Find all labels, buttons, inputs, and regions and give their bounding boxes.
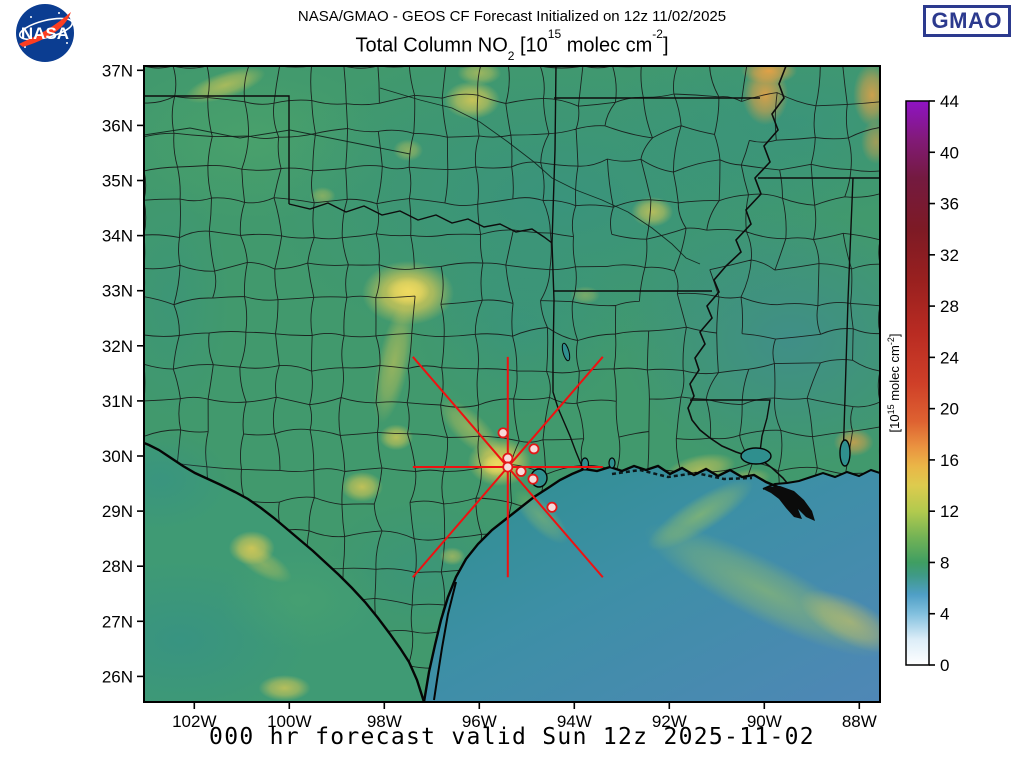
svg-text:40: 40 (940, 143, 959, 162)
svg-text:8: 8 (940, 553, 949, 572)
svg-text:4: 4 (940, 605, 949, 624)
coastlines (144, 342, 880, 702)
station-marker (546, 501, 558, 513)
sabine-lake (580, 457, 590, 471)
svg-text:102W: 102W (172, 712, 216, 731)
rio-grande-border (144, 441, 426, 702)
longitude-axis: 102W 100W 98W 96W 94W 92W 90W 88W (172, 702, 877, 731)
marsh-coast (611, 468, 753, 481)
svg-text:92W: 92W (652, 712, 687, 731)
analysis-overlay (412, 356, 604, 578)
svg-text:16: 16 (940, 451, 959, 470)
plot-title: Total Column NO2 [1015 molec cm-2] (355, 27, 669, 63)
calcasieu-lake (608, 457, 616, 469)
svg-text:35N: 35N (102, 172, 133, 191)
station-marker (502, 461, 514, 473)
map-frame (143, 65, 881, 703)
svg-text:33N: 33N (102, 282, 133, 301)
station-marker (528, 443, 540, 455)
station-marker (527, 473, 539, 485)
svg-text:100W: 100W (267, 712, 311, 731)
svg-text:44: 44 (940, 92, 959, 111)
svg-text:28: 28 (940, 297, 959, 316)
station-marker (502, 452, 514, 464)
colorbar-unit-label: [1015 molec cm-2] (886, 334, 902, 433)
svg-text:27N: 27N (102, 612, 133, 631)
svg-text:88W: 88W (842, 712, 877, 731)
svg-text:96W: 96W (462, 712, 497, 731)
nasa-logo-orbit (18, 17, 74, 41)
nasa-logo-swoosh (19, 12, 71, 47)
nasa-logo-text: NASA (21, 24, 69, 43)
barrier-island (433, 581, 457, 701)
svg-text:32N: 32N (102, 337, 133, 356)
svg-text:34N: 34N (102, 227, 133, 246)
svg-text:90W: 90W (747, 712, 782, 731)
svg-text:31N: 31N (102, 392, 133, 411)
svg-text:32: 32 (940, 246, 959, 265)
svg-text:94W: 94W (557, 712, 592, 731)
svg-text:29N: 29N (102, 502, 133, 521)
map-art (144, 66, 880, 702)
valid-time-label: 000 hr forecast valid Sun 12z 2025-11-02 (209, 724, 815, 750)
lake-pontchartrain (740, 447, 772, 465)
no2-hotspots-water-mexico (228, 479, 880, 701)
svg-text:30N: 30N (102, 447, 133, 466)
svg-text:26N: 26N (102, 667, 133, 686)
station-marker (515, 465, 527, 477)
gmao-logo: GMAO (922, 5, 1011, 37)
svg-text:36: 36 (940, 195, 959, 214)
mobile-bay (839, 439, 851, 467)
svg-text:98W: 98W (367, 712, 402, 731)
svg-text:28N: 28N (102, 557, 133, 576)
forecast-init-line: NASA/GMAO - GEOS CF Forecast Initialized… (297, 8, 727, 25)
colorbar: [1015 molec cm-2] 0 4 8 12 16 20 24 28 32 36 40 44 (886, 92, 959, 675)
svg-text:0: 0 (940, 656, 949, 675)
svg-text:24: 24 (940, 348, 959, 367)
latitude-axis: 37N 36N 35N 34N 33N 32N 31N 30N 29N 28N 27N 26N (102, 61, 144, 686)
svg-text:37N: 37N (102, 61, 133, 80)
toledo-bend (561, 342, 571, 362)
station-marker (497, 427, 509, 439)
rivers (144, 87, 701, 265)
mississippi-delta (763, 486, 815, 521)
svg-text:36N: 36N (102, 116, 133, 135)
nasa-logo: NASA (16, 4, 74, 62)
svg-text:20: 20 (940, 400, 959, 419)
svg-text:12: 12 (940, 502, 959, 521)
